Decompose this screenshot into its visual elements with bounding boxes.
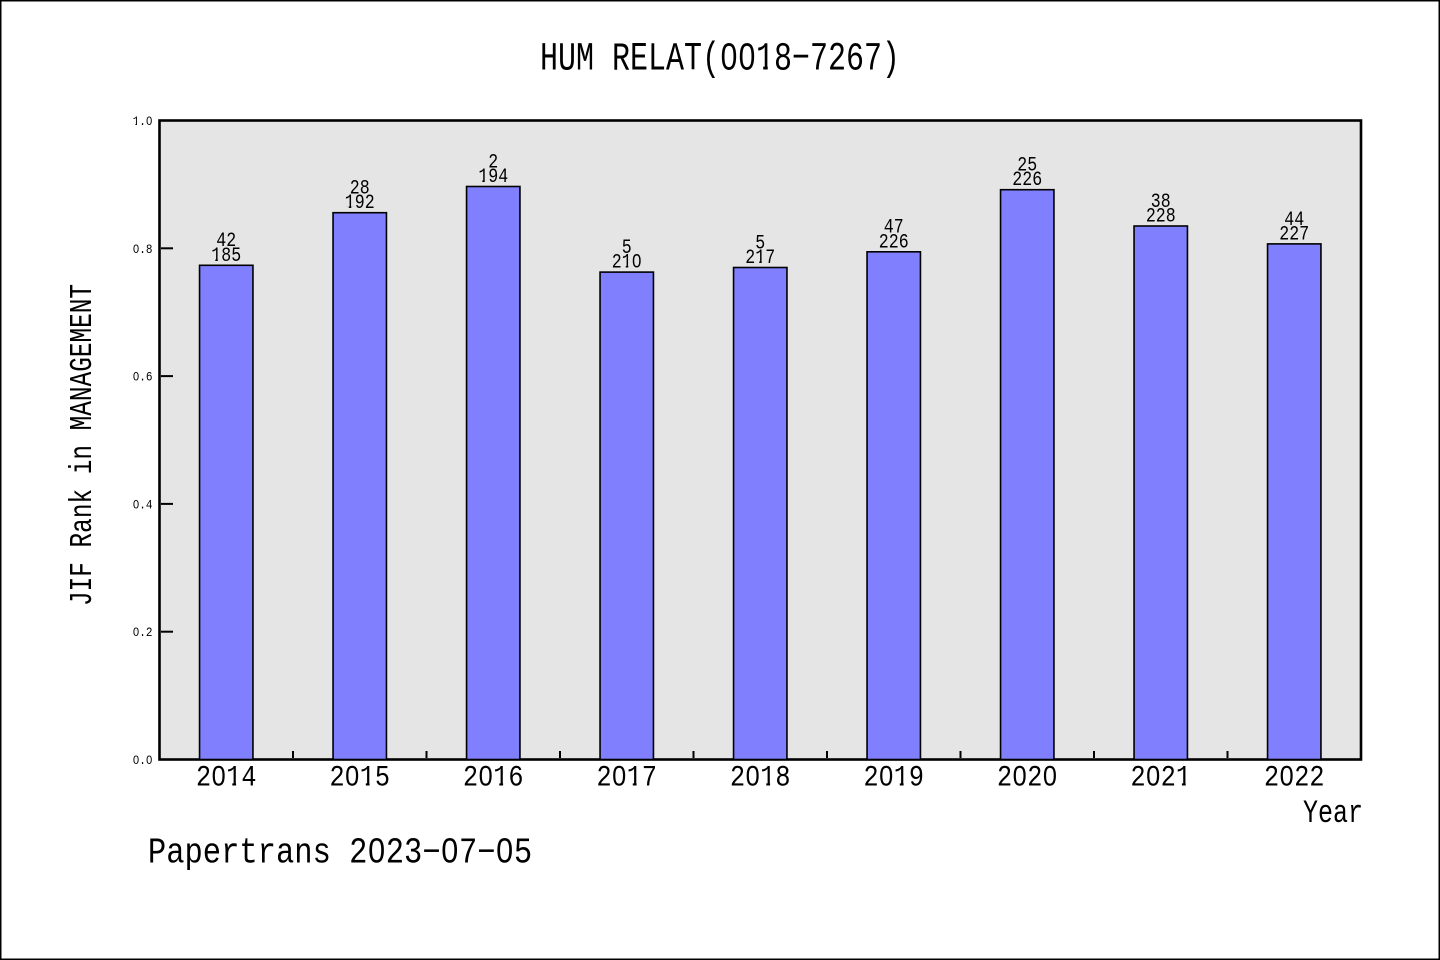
svg-text:226: 226: [1012, 169, 1042, 192]
svg-text:0.2: 0.2: [133, 625, 153, 640]
svg-text:194: 194: [478, 166, 508, 189]
svg-text:0.8: 0.8: [133, 242, 153, 257]
svg-text:2016: 2016: [463, 762, 523, 796]
svg-text:JIF Rank in MANAGEMENT: JIF Rank in MANAGEMENT: [66, 284, 100, 606]
svg-text:42: 42: [216, 230, 236, 253]
svg-text:2022: 2022: [1264, 762, 1324, 796]
svg-text:5: 5: [755, 232, 765, 255]
svg-text:2020: 2020: [997, 762, 1057, 796]
svg-text:226: 226: [879, 231, 909, 254]
svg-text:2014: 2014: [196, 762, 256, 796]
svg-text:44: 44: [1284, 208, 1304, 231]
svg-text:38: 38: [1151, 191, 1171, 214]
svg-text:0.0: 0.0: [133, 753, 153, 768]
svg-text:5: 5: [622, 237, 632, 260]
svg-text:210: 210: [612, 251, 642, 274]
svg-text:185: 185: [211, 244, 241, 267]
svg-text:Papertrans 2023−07−05: Papertrans 2023−07−05: [148, 832, 532, 873]
svg-text:HUM RELAT(0018−7267): HUM RELAT(0018−7267): [540, 37, 900, 82]
svg-text:217: 217: [745, 247, 775, 270]
svg-text:192: 192: [345, 192, 375, 215]
svg-text:228: 228: [1146, 205, 1176, 228]
svg-text:227: 227: [1279, 223, 1309, 246]
svg-text:47: 47: [884, 216, 904, 239]
svg-text:2021: 2021: [1131, 762, 1191, 796]
svg-text:2: 2: [488, 151, 498, 174]
svg-text:2019: 2019: [864, 762, 924, 796]
svg-text:Year: Year: [1303, 795, 1363, 832]
svg-text:2015: 2015: [330, 762, 390, 796]
svg-text:1.0: 1.0: [133, 114, 153, 129]
svg-text:0.6: 0.6: [133, 370, 153, 385]
svg-text:2017: 2017: [597, 762, 657, 796]
svg-text:2018: 2018: [730, 762, 790, 796]
svg-text:0.4: 0.4: [133, 498, 153, 513]
svg-text:28: 28: [350, 177, 370, 200]
svg-text:25: 25: [1017, 154, 1037, 177]
